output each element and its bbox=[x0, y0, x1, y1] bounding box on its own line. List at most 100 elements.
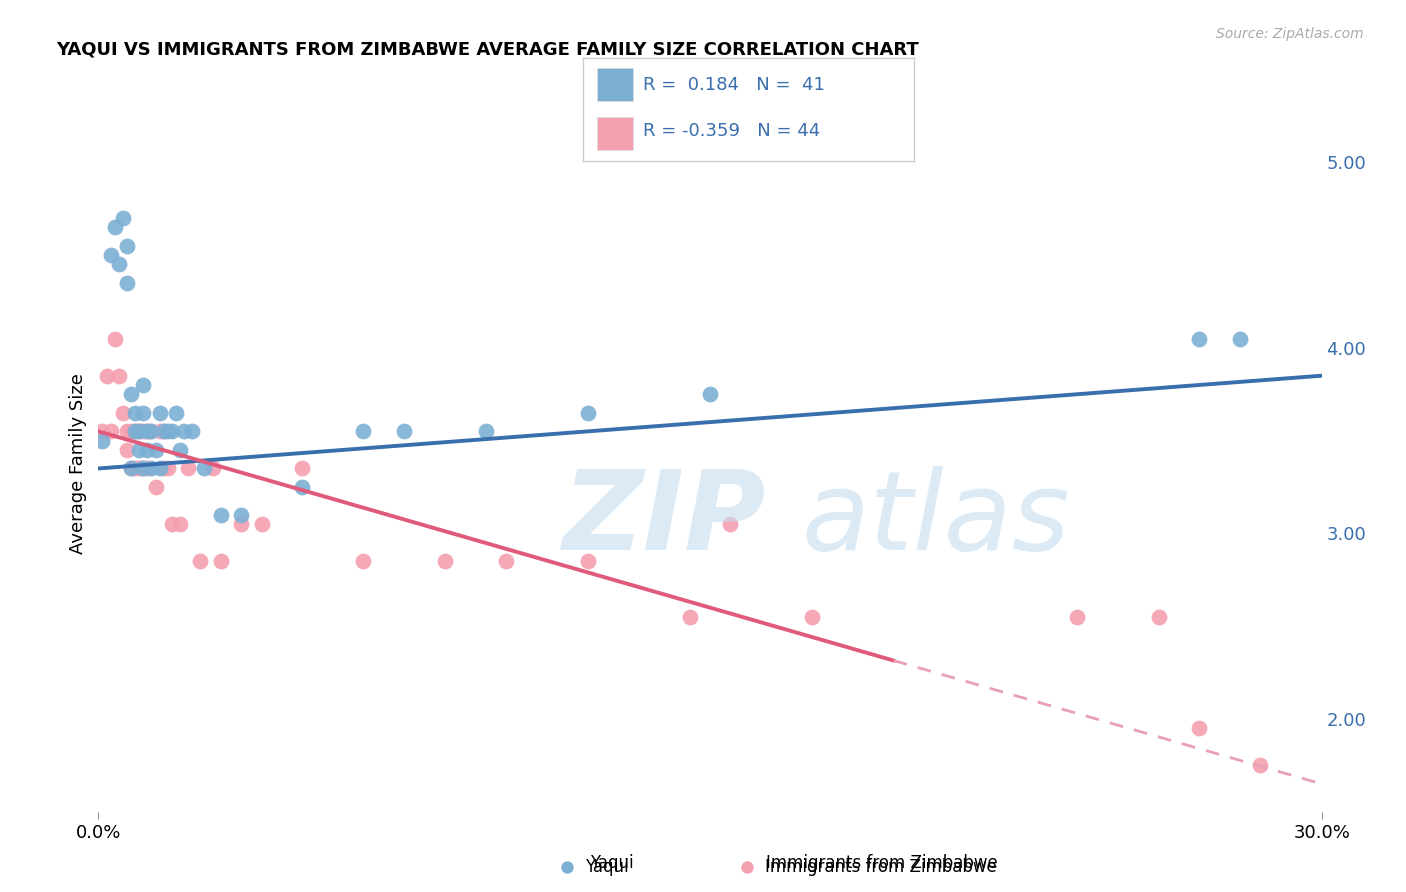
Point bbox=[152, 425, 174, 439]
Point bbox=[136, 425, 159, 439]
Point bbox=[231, 508, 253, 522]
Point bbox=[181, 425, 204, 439]
Point bbox=[352, 425, 374, 439]
Point bbox=[209, 554, 232, 568]
Point bbox=[392, 425, 416, 439]
Point bbox=[128, 425, 150, 439]
Point bbox=[149, 406, 172, 420]
Point bbox=[231, 517, 253, 532]
Point bbox=[156, 425, 179, 439]
Point bbox=[111, 406, 134, 420]
Point bbox=[735, 860, 758, 874]
Point bbox=[141, 425, 163, 439]
Point bbox=[160, 425, 183, 439]
Point bbox=[250, 517, 273, 532]
Point bbox=[136, 425, 159, 439]
Point bbox=[801, 610, 824, 624]
Point bbox=[209, 508, 232, 522]
Point bbox=[91, 434, 114, 448]
Point bbox=[576, 554, 599, 568]
Point bbox=[124, 406, 146, 420]
Point bbox=[108, 368, 131, 383]
Point bbox=[132, 406, 155, 420]
Y-axis label: Average Family Size: Average Family Size bbox=[69, 374, 87, 554]
Point bbox=[201, 461, 224, 475]
Point bbox=[115, 442, 138, 457]
Point bbox=[120, 461, 142, 475]
Point bbox=[132, 461, 155, 475]
Point bbox=[115, 425, 138, 439]
Point bbox=[1229, 332, 1251, 346]
Point bbox=[104, 332, 127, 346]
Text: R =  0.184   N =  41: R = 0.184 N = 41 bbox=[643, 76, 825, 95]
Text: ZIP: ZIP bbox=[564, 466, 766, 573]
Point bbox=[128, 425, 150, 439]
Point bbox=[115, 239, 138, 253]
Point bbox=[169, 517, 191, 532]
Point bbox=[699, 387, 721, 401]
Point bbox=[177, 461, 200, 475]
Point bbox=[352, 554, 374, 568]
Point bbox=[91, 425, 114, 439]
Point bbox=[136, 442, 159, 457]
Text: R = -0.359   N = 44: R = -0.359 N = 44 bbox=[643, 122, 820, 140]
Point bbox=[1066, 610, 1088, 624]
Point bbox=[136, 461, 159, 475]
Point bbox=[124, 425, 146, 439]
Point bbox=[188, 554, 212, 568]
Point bbox=[104, 220, 127, 235]
Point bbox=[149, 425, 172, 439]
Point bbox=[1188, 332, 1211, 346]
Point bbox=[120, 387, 142, 401]
Point bbox=[124, 425, 146, 439]
Point bbox=[96, 368, 118, 383]
Text: atlas: atlas bbox=[801, 466, 1070, 573]
Point bbox=[173, 425, 195, 439]
Point bbox=[120, 461, 142, 475]
Point bbox=[145, 442, 167, 457]
Point bbox=[100, 248, 122, 262]
Point bbox=[152, 461, 174, 475]
Point bbox=[108, 257, 131, 271]
Point bbox=[434, 554, 457, 568]
Text: Yaqui: Yaqui bbox=[591, 855, 634, 872]
Point bbox=[141, 461, 163, 475]
Point bbox=[132, 461, 155, 475]
Point bbox=[156, 461, 179, 475]
Text: YAQUI VS IMMIGRANTS FROM ZIMBABWE AVERAGE FAMILY SIZE CORRELATION CHART: YAQUI VS IMMIGRANTS FROM ZIMBABWE AVERAG… bbox=[56, 40, 920, 58]
Point bbox=[141, 425, 163, 439]
Point bbox=[193, 461, 215, 475]
Point bbox=[495, 554, 517, 568]
Point bbox=[291, 480, 314, 494]
Point bbox=[1147, 610, 1170, 624]
Point bbox=[128, 461, 150, 475]
Point bbox=[555, 860, 578, 874]
Bar bbox=[596, 69, 633, 101]
Point bbox=[169, 442, 191, 457]
Point bbox=[1249, 758, 1271, 772]
Point bbox=[115, 276, 138, 290]
Point bbox=[291, 461, 314, 475]
Point bbox=[132, 378, 155, 392]
Point bbox=[100, 425, 122, 439]
Point bbox=[720, 517, 742, 532]
Text: Source: ZipAtlas.com: Source: ZipAtlas.com bbox=[1216, 27, 1364, 41]
Point bbox=[679, 610, 702, 624]
Point bbox=[474, 425, 498, 439]
Point bbox=[576, 406, 599, 420]
Point bbox=[149, 461, 172, 475]
Text: Immigrants from Zimbabwe: Immigrants from Zimbabwe bbox=[765, 858, 997, 877]
Point bbox=[128, 442, 150, 457]
Point bbox=[124, 461, 146, 475]
Point bbox=[120, 425, 142, 439]
Bar bbox=[596, 118, 633, 150]
Point bbox=[132, 425, 155, 439]
Point bbox=[1188, 721, 1211, 735]
Text: Immigrants from Zimbabwe: Immigrants from Zimbabwe bbox=[766, 855, 998, 872]
Point bbox=[160, 517, 183, 532]
Point bbox=[145, 480, 167, 494]
Text: Yaqui: Yaqui bbox=[585, 858, 628, 877]
Point bbox=[111, 211, 134, 225]
Point bbox=[165, 406, 187, 420]
Point bbox=[152, 425, 174, 439]
